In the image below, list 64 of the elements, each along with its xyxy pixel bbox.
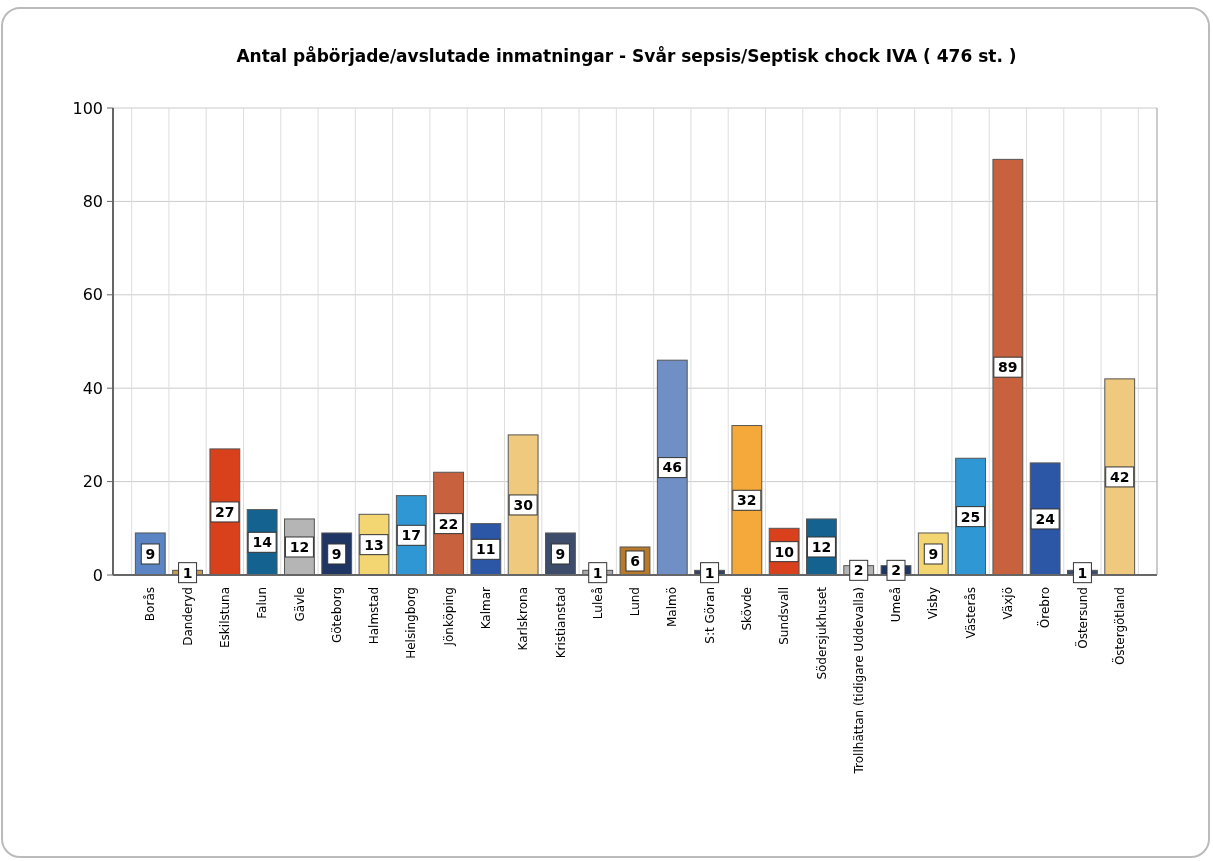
x-tick-label: Östergötland <box>1110 587 1127 666</box>
y-tick-label: 0 <box>92 565 103 585</box>
x-tick-label: Gävle <box>292 587 307 622</box>
data-label: 9 <box>145 545 156 562</box>
data-label: 13 <box>364 536 384 553</box>
x-tick-label: Luleå <box>590 587 605 620</box>
data-label: 12 <box>811 538 832 555</box>
x-tick-label: Lund <box>628 587 643 617</box>
data-label: 30 <box>513 496 534 513</box>
x-tick-label: Borås <box>143 587 158 622</box>
x-tick-label: Sundsvall <box>777 587 792 645</box>
bar <box>1104 378 1136 576</box>
x-tick-label: Danderyd <box>180 587 195 646</box>
x-tick-label: Umeå <box>889 587 904 623</box>
data-label: 9 <box>555 545 566 562</box>
x-tick-label: S:t Göran <box>702 587 717 644</box>
data-label: 10 <box>774 543 795 560</box>
data-label: 17 <box>401 527 422 544</box>
data-label: 25 <box>960 508 981 525</box>
data-label: 1 <box>704 564 715 581</box>
data-label: 1 <box>592 564 603 581</box>
data-label: 11 <box>476 541 496 558</box>
data-label: 27 <box>215 503 235 520</box>
y-tick-label: 60 <box>82 285 103 305</box>
data-label: 89 <box>998 359 1018 376</box>
x-tick-label: Eskilstuna <box>218 587 233 648</box>
data-label: 9 <box>928 545 939 562</box>
x-tick-label: Örebro <box>1036 587 1053 629</box>
x-tick-label: Visby <box>926 587 941 620</box>
x-tick-label: Skövde <box>740 587 755 631</box>
x-tick-label: Helsingborg <box>404 587 419 659</box>
data-label: 12 <box>289 538 310 555</box>
y-tick-label: 20 <box>82 472 103 492</box>
bar <box>992 158 1024 576</box>
x-tick-label: Karlskrona <box>516 587 531 651</box>
x-tick-label: Kristianstad <box>553 587 568 659</box>
data-label: 6 <box>630 552 640 569</box>
data-label: 32 <box>737 492 757 509</box>
data-label: 1 <box>182 564 193 581</box>
x-tick-label: Växjö <box>1001 587 1016 620</box>
data-label: 2 <box>853 562 864 579</box>
y-tick-label: 80 <box>82 192 103 211</box>
x-tick-label: Kalmar <box>479 586 494 630</box>
data-label: 22 <box>438 515 459 532</box>
x-tick-label: Trollhättan (tidigare Uddevalla) <box>851 587 866 775</box>
data-label: 2 <box>891 562 901 579</box>
x-tick-label: Västerås <box>963 587 978 639</box>
data-label: 14 <box>252 534 273 551</box>
data-label: 1 <box>1077 564 1088 581</box>
y-tick-label: 100 <box>72 98 103 118</box>
bar <box>656 359 688 576</box>
x-tick-label: Malmö <box>665 587 680 628</box>
x-tick-label: Södersjukhuset <box>814 586 829 680</box>
x-tick-label: Jönköping <box>441 587 456 647</box>
x-tick-label: Göteborg <box>329 587 344 644</box>
data-label: 46 <box>662 459 683 476</box>
chart-title: Antal påbörjade/avslutade inmatningar - Svår sepsis/Septisk chock IVA ( 476 st. ) <box>236 45 1017 66</box>
x-tick-label: Halmstad <box>367 587 382 645</box>
data-label: 9 <box>331 545 342 562</box>
x-tick-label: Östersund <box>1073 587 1090 649</box>
x-tick-label: Falun <box>255 587 270 619</box>
data-label: 24 <box>1035 510 1056 527</box>
data-label: 42 <box>1109 468 1130 485</box>
y-tick-label: 40 <box>82 378 103 398</box>
